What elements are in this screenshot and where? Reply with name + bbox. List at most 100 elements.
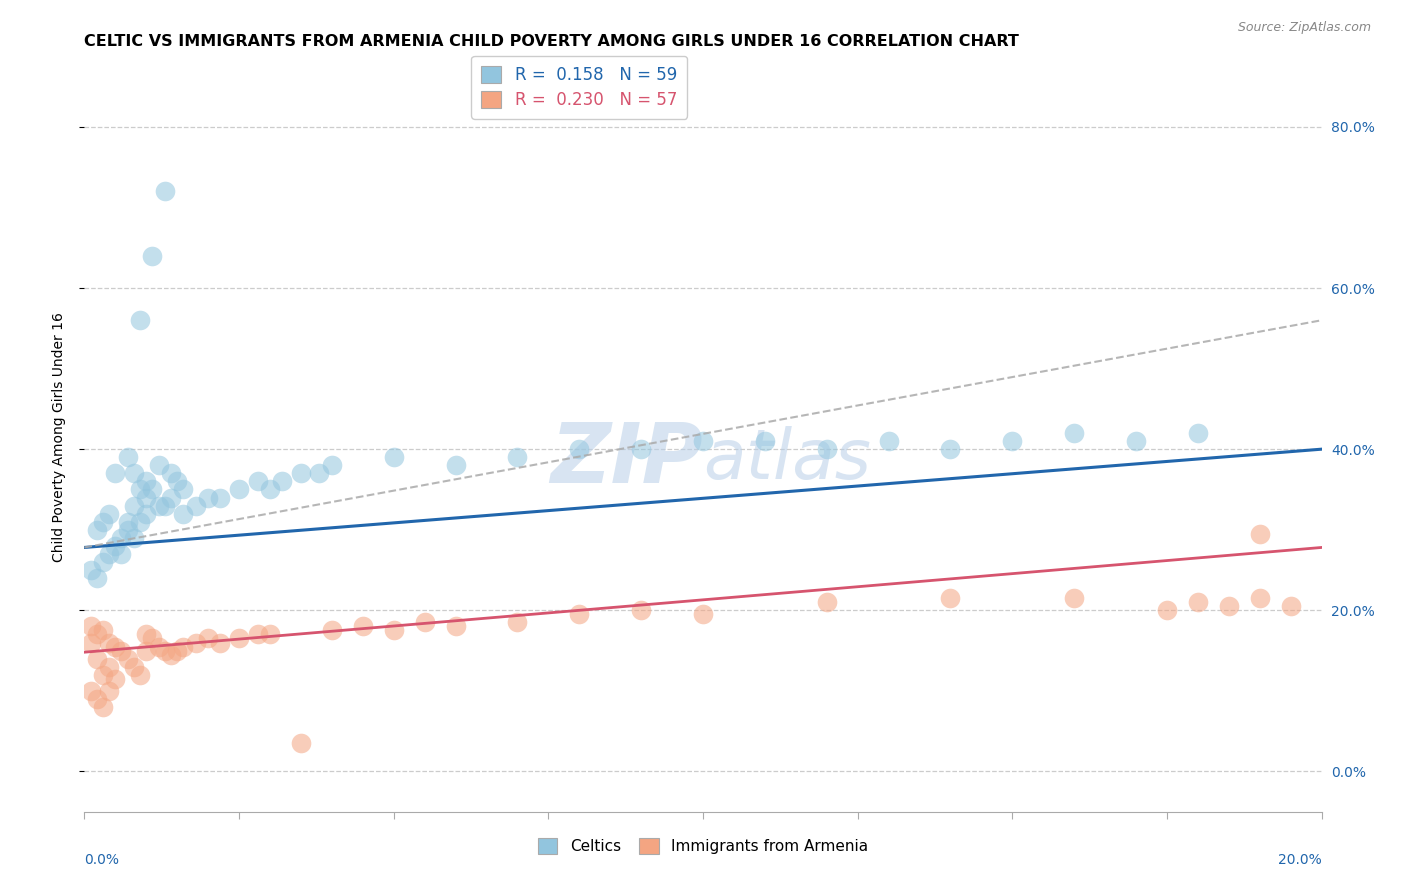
Point [184, 635, 207, 649]
Point [692, 607, 714, 622]
Point [692, 434, 714, 449]
Point [444, 458, 467, 473]
Point [259, 627, 281, 641]
Point [1187, 595, 1209, 609]
Point [568, 607, 591, 622]
Point [246, 627, 269, 641]
Point [444, 619, 467, 633]
Point [110, 643, 132, 657]
Point [79, 619, 101, 633]
Point [110, 547, 132, 561]
Point [1125, 434, 1147, 449]
Point [1187, 425, 1209, 440]
Point [153, 499, 176, 513]
Point [104, 640, 127, 654]
Point [290, 736, 312, 750]
Point [209, 491, 232, 505]
Point [172, 640, 194, 654]
Point [382, 624, 405, 638]
Point [117, 651, 139, 665]
Point [308, 467, 330, 481]
Point [877, 434, 900, 449]
Point [129, 667, 152, 681]
Point [129, 313, 152, 327]
Point [246, 475, 269, 489]
Point [141, 249, 163, 263]
Point [104, 539, 127, 553]
Point [172, 483, 194, 497]
Point [160, 648, 183, 662]
Point [91, 555, 114, 569]
Point [754, 434, 776, 449]
Point [122, 499, 145, 513]
Point [117, 523, 139, 537]
Point [98, 659, 121, 673]
Point [122, 467, 145, 481]
Point [321, 624, 343, 638]
Point [141, 632, 163, 646]
Point [290, 467, 312, 481]
Point [86, 627, 108, 641]
Point [91, 667, 114, 681]
Point [98, 635, 121, 649]
Point [271, 475, 294, 489]
Point [506, 615, 529, 630]
Point [1001, 434, 1024, 449]
Point [568, 442, 591, 457]
Point [117, 515, 139, 529]
Point [166, 643, 188, 657]
Point [160, 491, 183, 505]
Point [135, 475, 157, 489]
Point [110, 531, 132, 545]
Point [228, 483, 250, 497]
Point [135, 491, 157, 505]
Point [91, 515, 114, 529]
Point [98, 547, 121, 561]
Point [184, 499, 207, 513]
Point [1218, 599, 1240, 614]
Point [815, 442, 838, 457]
Point [98, 507, 121, 521]
Point [413, 615, 436, 630]
Point [141, 483, 163, 497]
Point [79, 635, 101, 649]
Point [86, 692, 108, 706]
Point [939, 442, 962, 457]
Text: Source: ZipAtlas.com: Source: ZipAtlas.com [1237, 21, 1371, 34]
Point [209, 635, 232, 649]
Point [630, 603, 652, 617]
Point [91, 624, 114, 638]
Point [166, 475, 188, 489]
Point [98, 684, 121, 698]
Point [148, 499, 170, 513]
Text: 0.0%: 0.0% [84, 853, 120, 867]
Point [122, 531, 145, 545]
Point [148, 640, 170, 654]
Point [117, 450, 139, 465]
Point [104, 467, 127, 481]
Point [160, 467, 183, 481]
Text: atlas: atlas [703, 426, 870, 493]
Point [86, 651, 108, 665]
Point [79, 563, 101, 577]
Legend: Celtics, Immigrants from Armenia: Celtics, Immigrants from Armenia [531, 832, 875, 860]
Y-axis label: Child Poverty Among Girls Under 16: Child Poverty Among Girls Under 16 [52, 312, 66, 562]
Point [382, 450, 405, 465]
Point [352, 619, 374, 633]
Point [135, 643, 157, 657]
Point [197, 632, 219, 646]
Point [1063, 591, 1085, 606]
Point [86, 571, 108, 585]
Point [506, 450, 529, 465]
Point [135, 627, 157, 641]
Point [630, 442, 652, 457]
Point [197, 491, 219, 505]
Text: 20.0%: 20.0% [1278, 853, 1322, 867]
Point [1156, 603, 1178, 617]
Point [321, 458, 343, 473]
Point [86, 523, 108, 537]
Point [91, 700, 114, 714]
Point [815, 595, 838, 609]
Point [129, 515, 152, 529]
Point [1249, 591, 1271, 606]
